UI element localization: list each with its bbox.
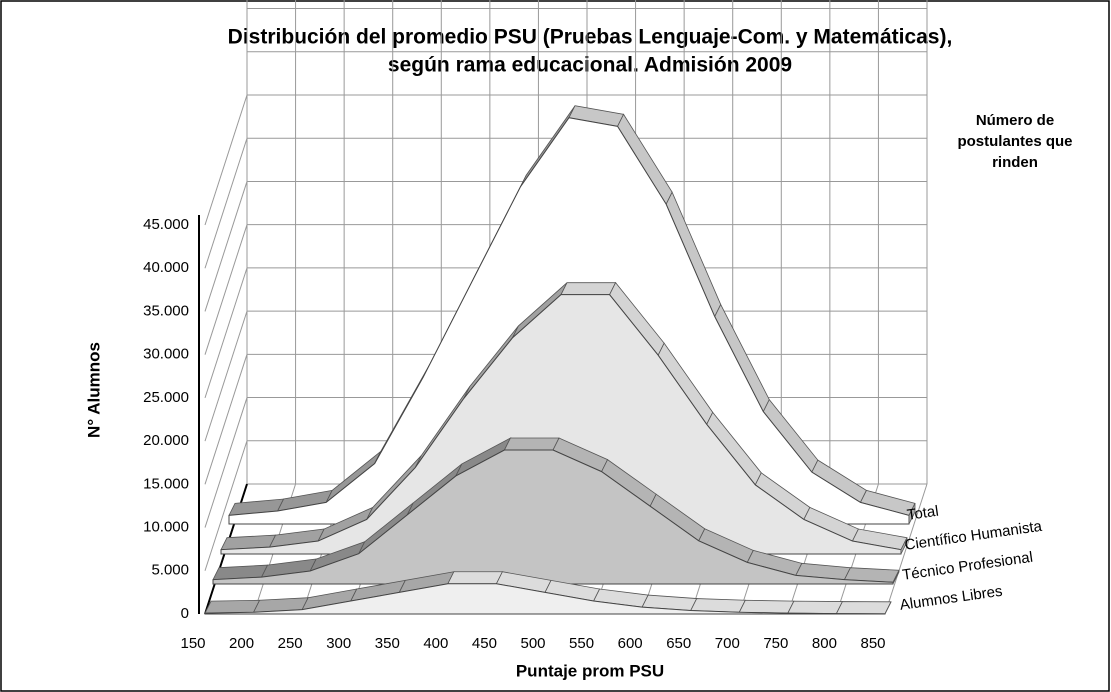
ribbon	[690, 598, 746, 613]
x-tick-label: 750	[763, 635, 788, 652]
grid-line	[204, 138, 248, 269]
x-axis-label: Puntaje prom PSU	[516, 661, 664, 680]
ribbon	[503, 437, 560, 451]
ribbon	[738, 599, 795, 614]
grid-line	[884, 483, 928, 615]
y-tick-label: 20.000	[143, 432, 189, 449]
ribbon	[787, 600, 844, 614]
ribbon	[560, 282, 617, 296]
y-axis-label: N° Alumnos	[84, 342, 103, 438]
y-tick-label: 0	[181, 605, 189, 622]
legend-label: Científico Humanista	[904, 518, 1044, 554]
x-tick-label: 200	[229, 635, 254, 652]
legend-label: Total	[906, 503, 940, 524]
x-tick-label: 350	[375, 635, 400, 652]
y-tick-label: 10.000	[143, 519, 189, 536]
y-tick-label: 30.000	[143, 346, 189, 363]
chart-title: según rama educacional. Admisión 2009	[388, 54, 792, 77]
x-tick-label: 550	[569, 635, 594, 652]
x-tick-label: 500	[520, 635, 545, 652]
grid-line	[204, 267, 248, 399]
x-tick-label: 400	[423, 635, 448, 652]
y-tick-label: 15.000	[143, 475, 189, 492]
x-tick-label: 150	[180, 635, 205, 652]
area	[204, 583, 886, 615]
x-tick-label: 600	[618, 635, 643, 652]
grid-line	[204, 94, 248, 226]
x-tick-label: 450	[472, 635, 497, 652]
grid-line	[204, 310, 248, 442]
grid-line	[204, 397, 248, 528]
legend-label: Técnico Profesional	[901, 549, 1034, 584]
area	[212, 449, 894, 585]
legend-label: Alumnos Libres	[899, 583, 1004, 614]
y-tick-label: 45.000	[143, 216, 189, 233]
chart-title: Distribución del promedio PSU (Pruebas L…	[228, 26, 953, 49]
y-tick-label: 5.000	[151, 562, 189, 579]
y-tick-label: 40.000	[143, 259, 189, 276]
y-tick-label: 25.000	[143, 389, 189, 406]
side	[892, 570, 900, 585]
x-tick-label: 250	[278, 635, 303, 652]
side	[900, 537, 908, 555]
grid-line	[204, 224, 248, 355]
ribbon	[204, 599, 261, 614]
area	[220, 294, 902, 555]
grid-line	[204, 181, 248, 312]
y-tick-label: 35.000	[143, 302, 189, 319]
side	[908, 503, 916, 525]
annotation: Número de postulantes que rinden	[957, 112, 1073, 171]
grid-line	[204, 354, 248, 485]
x-tick-label: 850	[860, 635, 885, 652]
x-tick-label: 800	[812, 635, 837, 652]
grid-line	[204, 440, 248, 571]
ribbon	[835, 601, 892, 615]
x-tick-label: 700	[715, 635, 740, 652]
side	[884, 601, 892, 615]
x-tick-label: 300	[326, 635, 351, 652]
ribbon	[447, 571, 504, 585]
x-tick-label: 650	[666, 635, 691, 652]
